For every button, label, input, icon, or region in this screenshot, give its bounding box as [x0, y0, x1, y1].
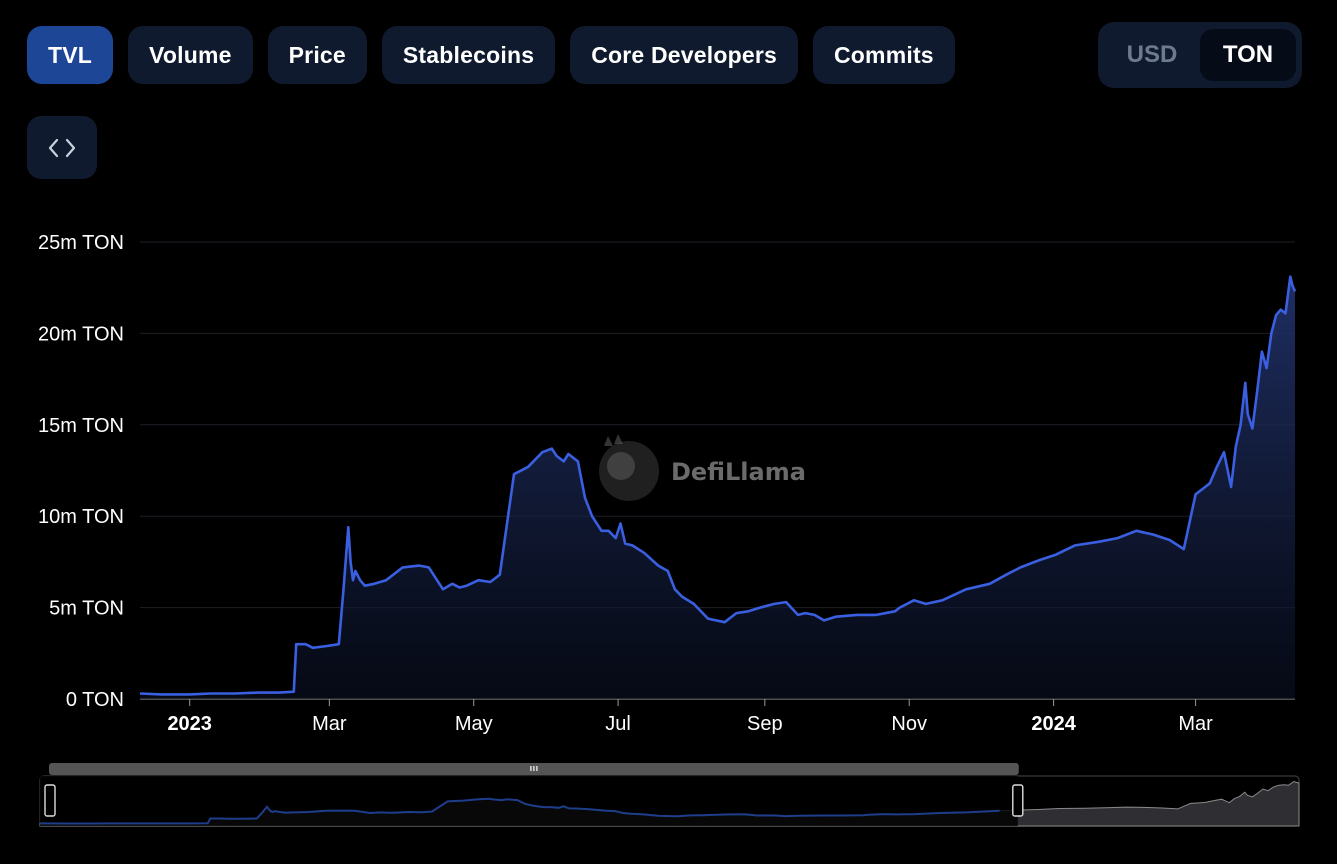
x-tick-label: May [455, 713, 493, 735]
y-tick-label: 20m TON [38, 323, 124, 345]
x-axis: 2023 Mar May Jul Sep Nov 2024 Mar [167, 699, 1213, 735]
x-tick-label: Mar [1178, 713, 1213, 735]
y-tick-label: 25m TON [38, 232, 124, 254]
denomination-toggle: USD TON [1098, 22, 1302, 88]
x-tick-label: Nov [891, 713, 927, 735]
x-tick-label: Sep [747, 713, 783, 735]
x-tick-label: 2023 [167, 713, 212, 735]
denomination-usd[interactable]: USD [1126, 41, 1178, 68]
y-axis: 0 TON 5m TON 10m TON 15m TON 20m TON 25m TON [38, 232, 124, 711]
brush-handle-right[interactable] [1012, 784, 1024, 817]
tab-volume[interactable]: Volume [128, 26, 253, 84]
range-brush [39, 763, 1300, 827]
defillama-logo-icon [599, 434, 659, 501]
tab-core-developers[interactable]: Core Developers [570, 26, 798, 84]
y-tick-label: 0 TON [66, 689, 124, 711]
tab-commits[interactable]: Commits [813, 26, 955, 84]
code-brackets-icon [48, 138, 76, 157]
y-tick-label: 5m TON [49, 598, 124, 620]
y-tick-label: 15m TON [38, 415, 124, 437]
tvl-line [139, 275, 1297, 696]
tvl-series [139, 275, 1297, 699]
tab-tvl[interactable]: TVL [27, 26, 114, 84]
denomination-ton[interactable]: TON [1200, 29, 1296, 81]
brush-selection[interactable] [40, 776, 1018, 826]
x-tick-label: 2024 [1031, 713, 1076, 735]
embed-button[interactable] [27, 116, 97, 179]
watermark-text: DefiLlama [671, 458, 806, 486]
brush-selected-line [39, 797, 1000, 825]
x-tick-label: Jul [605, 713, 631, 735]
metric-tabs: TVL Volume Price Stablecoins Core Develo… [27, 26, 955, 84]
tab-stablecoins[interactable]: Stablecoins [381, 26, 556, 84]
brush-handle-left[interactable] [44, 784, 56, 817]
y-tick-label: 10m TON [38, 506, 124, 528]
tvl-area [140, 276, 1295, 699]
tab-price[interactable]: Price [267, 26, 367, 84]
x-tick-label: Mar [312, 713, 347, 735]
defillama-watermark: DefiLlama [599, 434, 806, 501]
